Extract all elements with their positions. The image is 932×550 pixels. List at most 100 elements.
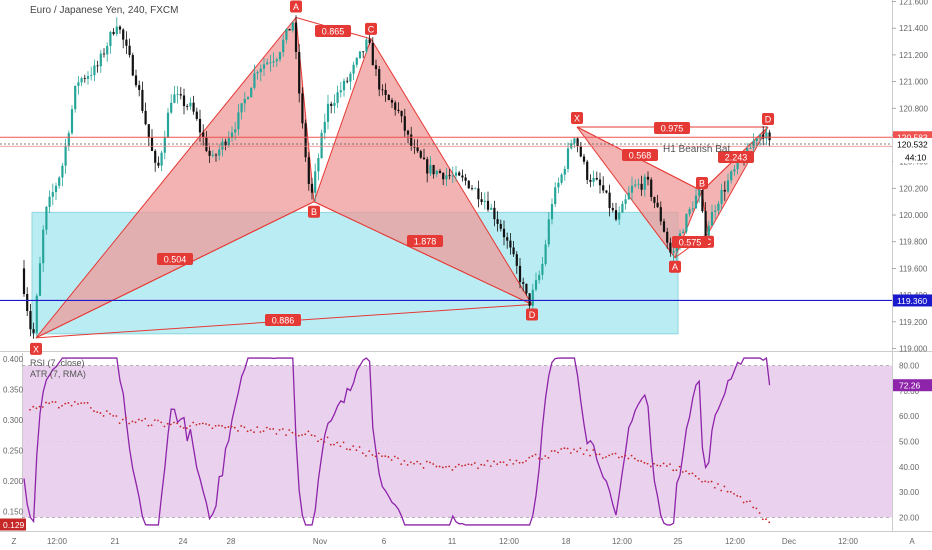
atr-dot (259, 431, 262, 433)
atr-dot (649, 465, 652, 468)
candle-body (592, 177, 595, 182)
pattern2-ratio-3-bg (718, 151, 754, 163)
atr-dot (448, 465, 451, 468)
time-tick-label: Nov (313, 537, 327, 546)
time-tick-label: 12:00 (838, 537, 859, 546)
atr-dot (336, 441, 339, 444)
rsi-tick-label: 80.00 (899, 362, 920, 371)
candle-body (387, 94, 390, 100)
atr-dot (48, 402, 51, 405)
atr-dot (486, 459, 489, 462)
candle-body (477, 188, 480, 200)
atr-dot (729, 490, 732, 493)
candle-body (426, 159, 429, 174)
atr-dot (528, 456, 531, 459)
time-tick-label: 12:00 (499, 537, 520, 546)
time-tick-label: 18 (562, 537, 571, 546)
atr-dot (553, 450, 556, 452)
candle-body (275, 59, 278, 62)
candle-body (323, 121, 326, 133)
candle-body (579, 146, 582, 157)
price-tick-label: 120.000 (899, 211, 928, 220)
candle-body (624, 199, 627, 204)
candle-body (240, 103, 243, 113)
pattern2-point-b-bg (696, 177, 708, 190)
atr-dot (243, 426, 246, 429)
atr-dot (761, 518, 764, 521)
atr-dot (454, 465, 457, 468)
candle-body (730, 171, 733, 181)
candle-body (234, 129, 237, 133)
atr-dot (38, 405, 41, 408)
candle-body (454, 172, 458, 176)
candle-body (707, 225, 710, 238)
candle-body (74, 85, 77, 110)
atr-dot (717, 483, 719, 485)
candle-body (483, 200, 486, 202)
candle-body (32, 329, 35, 333)
candle-body (442, 172, 445, 180)
atr-dot (685, 470, 687, 473)
atr-dot (102, 415, 105, 417)
candle-body (650, 179, 653, 198)
atr-dot (169, 423, 172, 426)
atr-dot (560, 448, 563, 450)
atr-dot (429, 461, 431, 464)
chart-title: Euro / Japanese Yen, 240, FXCM (30, 5, 179, 16)
pattern2-point-a-bg (669, 260, 681, 273)
atr-dot (758, 512, 761, 514)
atr-dot (320, 438, 323, 441)
rsi-tick-label: 50.00 (899, 438, 920, 447)
price-tick-label: 119.000 (899, 345, 928, 354)
candle-body (486, 200, 490, 210)
atr-dot (221, 425, 223, 427)
candle-body (304, 123, 307, 158)
candle-body (38, 263, 42, 296)
atr-dot (521, 461, 524, 464)
atr-dot (742, 501, 745, 504)
price-levels (0, 136, 892, 302)
candle-body (291, 22, 294, 31)
candle-body (176, 94, 179, 95)
candle-body (326, 103, 330, 122)
atr-dot (544, 455, 547, 457)
atr-dot (745, 500, 748, 503)
atr-dot (582, 453, 585, 456)
atr-dot (502, 461, 505, 464)
atr-dot (358, 446, 361, 448)
candle-body (726, 180, 730, 192)
atr-dot (400, 463, 403, 466)
candle-body (54, 185, 58, 193)
atr-dot (208, 424, 211, 426)
atr-dot (262, 430, 265, 433)
candle-body (118, 26, 122, 30)
candle-body (26, 294, 29, 312)
candle-body (704, 211, 707, 238)
atr-dot (755, 507, 758, 510)
candle-body (307, 157, 310, 184)
time-tick-label: 25 (674, 537, 683, 546)
atr-dot (77, 403, 79, 405)
atr-dot (595, 453, 598, 456)
atr-label: ATR (7, RMA) (30, 369, 86, 379)
candle-body (182, 95, 186, 107)
candle-body (765, 132, 768, 139)
atr-dot (675, 469, 678, 472)
candle-body (586, 161, 589, 180)
candle-body (640, 183, 643, 190)
atr-dot (198, 422, 201, 425)
candle-body (195, 111, 198, 119)
atr-dot (297, 434, 300, 437)
countdown-label: 44:10 (905, 153, 927, 163)
atr-dot (637, 459, 639, 462)
atr-dot (441, 466, 444, 469)
atr-dot (173, 421, 175, 424)
rsi-label: RSI (7, close) (30, 358, 85, 368)
candle-body (112, 31, 115, 35)
atr-dot (217, 424, 220, 427)
atr-dot (416, 460, 419, 463)
candle-body (374, 65, 378, 70)
atr-dot (349, 448, 351, 451)
candle-body (67, 133, 70, 146)
atr-dot (64, 402, 67, 405)
